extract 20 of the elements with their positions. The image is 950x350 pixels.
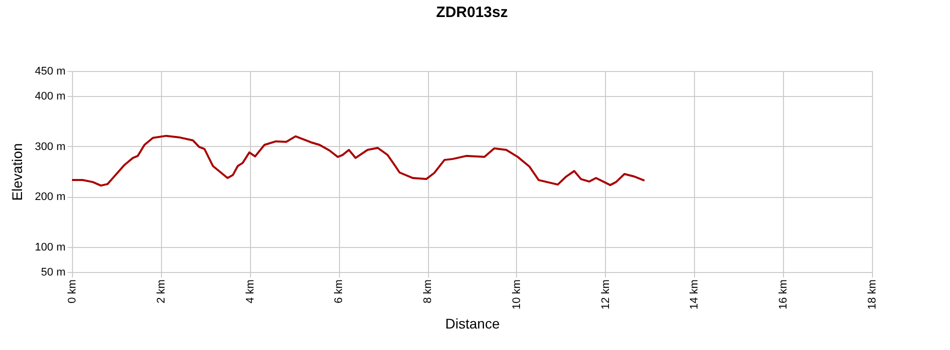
y-tick-label: 50 m (41, 266, 66, 278)
x-axis-title: Distance (445, 315, 500, 332)
line-series (71, 134, 646, 187)
x-tick-label: 2 km (155, 280, 168, 304)
x-tick-label: 4 km (244, 280, 256, 304)
x-tick-label: 16 km (778, 280, 790, 310)
x-tick-label: 6 km (333, 280, 346, 304)
x-tick-label: 10 km (510, 280, 523, 310)
x-tick-label: 8 km (422, 280, 434, 304)
x-tick-label: 14 km (688, 280, 701, 310)
y-tick-label: 200 m (34, 191, 66, 204)
y-axis-title: Elevation (8, 143, 25, 201)
x-tick-label: 12 km (600, 280, 612, 310)
y-tick-label: 300 m (34, 140, 66, 153)
y-tick-label: 400 m (34, 90, 66, 103)
chart-title: ZDR013sz (436, 4, 508, 21)
y-tick-label: 100 m (34, 241, 66, 254)
x-tick-label: 0 km (66, 280, 78, 304)
x-tick-label: 18 km (866, 280, 878, 310)
y-tick-label: 450 m (34, 66, 66, 78)
